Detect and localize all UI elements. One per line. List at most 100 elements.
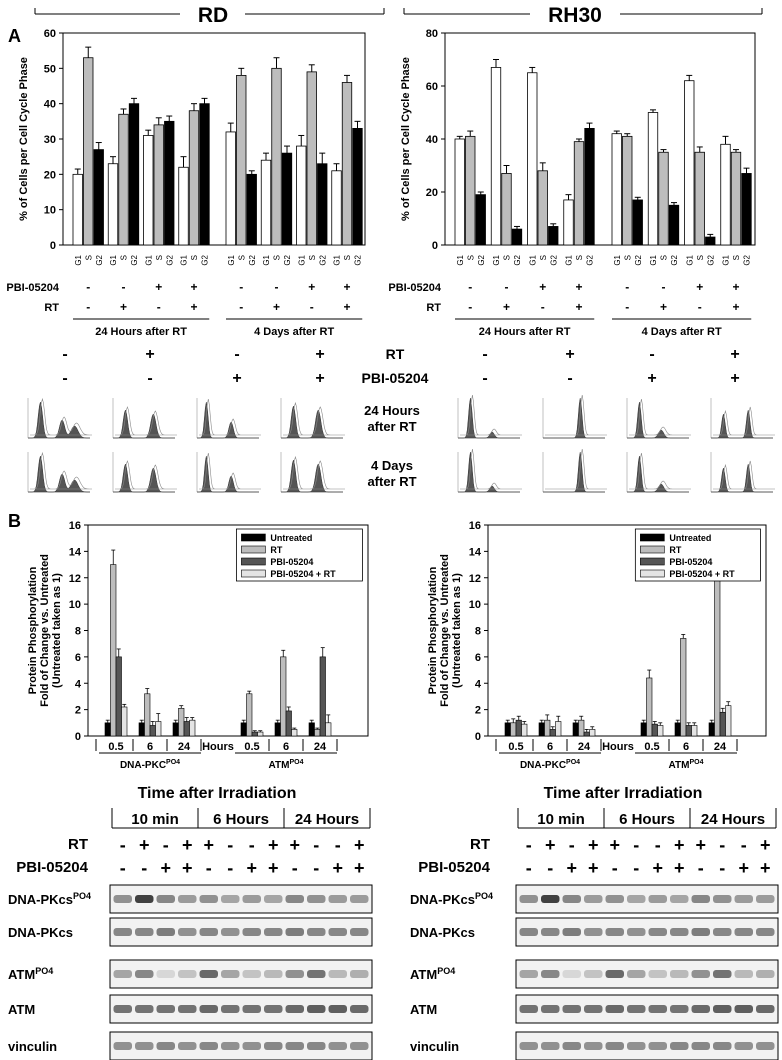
blot-rt-sign: -: [227, 835, 233, 855]
blot-rt-sign: -: [120, 835, 126, 855]
bar: [118, 113, 129, 246]
blot-pbi-sign: +: [354, 858, 365, 878]
flow-rt-sign: +: [565, 346, 574, 363]
phase-label: G1: [528, 254, 537, 265]
blot-band: [713, 895, 732, 903]
flow-histogram: [27, 397, 92, 439]
phase-label: S: [84, 255, 93, 260]
blot-rt-sign: +: [354, 835, 365, 855]
flow-histogram: [280, 452, 345, 493]
blot-band: [328, 1005, 347, 1013]
bar: [308, 722, 315, 737]
bar: [296, 145, 307, 246]
blot-pbi-sign: -: [227, 858, 233, 878]
blot-band: [713, 970, 732, 978]
bar: [260, 159, 272, 246]
x-tick-label: 24: [578, 741, 591, 753]
hours-label: Hours: [602, 741, 634, 753]
blot-band: [562, 1005, 581, 1013]
y-axis-label: % of Cells per Cell Cycle Phase: [400, 57, 412, 221]
bar: [573, 141, 585, 246]
blot-band: [519, 970, 538, 978]
histogram-fit: [713, 460, 775, 490]
blot-rt-sign: +: [289, 835, 300, 855]
blot-rt-sign: +: [695, 835, 706, 855]
rt-sign: +: [120, 300, 127, 314]
blot-band: [713, 1005, 732, 1013]
bar: [684, 80, 695, 246]
blot-row-label: DNA-PKcsPO4: [410, 891, 493, 907]
blot-rt-sign: -: [249, 835, 255, 855]
blot-band: [264, 895, 283, 903]
blot-rt-sign: -: [526, 835, 532, 855]
bar: [285, 710, 292, 737]
blot-band: [113, 928, 132, 936]
phase-label: S: [466, 255, 475, 260]
blot-pbi-sign: +: [738, 858, 749, 878]
blot-band: [648, 1005, 667, 1013]
histogram-fit: [545, 448, 607, 490]
bar: [331, 170, 342, 246]
legend-swatch: [640, 557, 665, 566]
y-tick-label: 6: [75, 652, 81, 664]
blot-band: [113, 1005, 132, 1013]
y-tick-label: 40: [44, 99, 56, 111]
bar: [121, 706, 128, 737]
bar: [199, 103, 210, 246]
blot-band: [285, 1042, 304, 1050]
blot-band: [113, 1042, 132, 1050]
bar: [668, 204, 680, 246]
phase-label: G2: [165, 254, 174, 265]
y-axis-label: % of Cells per Cell Cycle Phase: [18, 57, 30, 221]
blot-band: [605, 1005, 624, 1013]
histogram-fit: [199, 398, 261, 436]
bar: [465, 135, 476, 246]
flow-rt-sign: -: [482, 346, 487, 363]
phase-label: G2: [513, 254, 522, 265]
blot-rt-sign: +: [609, 835, 620, 855]
y-tick-label: 20: [426, 187, 438, 199]
blot-rt-sign: -: [335, 835, 341, 855]
blot-rt-sign: -: [633, 835, 639, 855]
blot-band: [328, 970, 347, 978]
rh30-cell-cycle-chart: 0 20 40 60 80 % of Cells per Cell Cycle Phase…: [388, 28, 756, 338]
histogram-fit: [629, 452, 691, 490]
blot-row-label: ATMPO4: [8, 966, 53, 982]
blot-band: [350, 895, 369, 903]
legend-swatch: [640, 545, 665, 554]
blot-band: [221, 1042, 240, 1050]
blot-band: [584, 1005, 603, 1013]
phase-label: G1: [262, 254, 271, 265]
blot-band: [264, 928, 283, 936]
blot-band: [605, 1042, 624, 1050]
blot-band: [627, 1005, 646, 1013]
phase-label: S: [623, 255, 632, 260]
blot-pbi-sign: +: [268, 858, 279, 878]
blot-band: [562, 895, 581, 903]
phase-label: G2: [670, 254, 679, 265]
histogram-fill: [627, 455, 689, 493]
blot-pbi-sign: -: [206, 858, 212, 878]
blot-band: [734, 970, 753, 978]
pbi-sign: -: [662, 280, 666, 294]
blot-band: [734, 1042, 753, 1050]
blot-band: [541, 1005, 560, 1013]
timepoint-label: 24 Hours after RT: [479, 326, 571, 338]
blot-band: [691, 970, 710, 978]
blot-band: [135, 895, 154, 903]
legend-swatch: [241, 569, 266, 578]
phase-label: G2: [354, 254, 363, 265]
bar: [578, 719, 585, 737]
blot-band: [605, 895, 624, 903]
histogram-fill: [627, 401, 689, 439]
bar: [538, 722, 545, 737]
bar: [583, 731, 590, 737]
blot-band: [756, 895, 775, 903]
bar: [172, 722, 179, 737]
x-tick-label: 6: [683, 741, 689, 753]
blot-band: [264, 1005, 283, 1013]
pbi-sign: +: [575, 280, 582, 294]
blot-band: [242, 895, 261, 903]
blot-band: [178, 970, 197, 978]
bar: [510, 722, 517, 737]
